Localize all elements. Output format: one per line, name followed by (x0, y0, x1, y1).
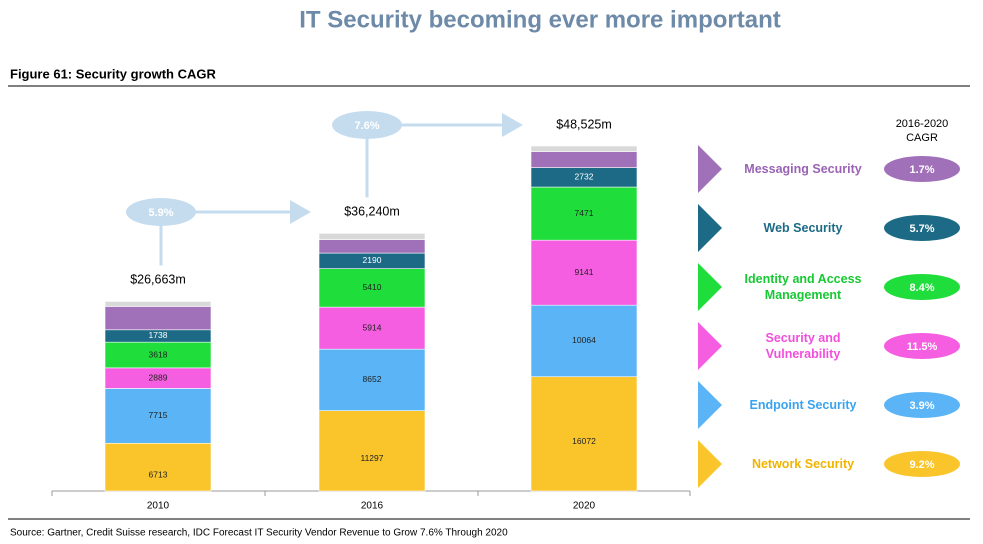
value-label: 6713 (149, 469, 168, 479)
bar-segment (530, 151, 638, 168)
legend-chevron (698, 263, 722, 311)
value-label: 2889 (149, 372, 168, 382)
legend-label: Network Security (751, 457, 855, 471)
growth-bubble (126, 198, 196, 226)
x-tick-label: 2016 (361, 501, 384, 512)
value-label: 9141 (575, 267, 594, 277)
legend-label-box: Messaging Security (744, 162, 862, 176)
cagr-label: 1.7% (909, 164, 934, 176)
value-label: 16072 (572, 436, 596, 446)
bar-segment (530, 304, 638, 378)
legend-chevron (698, 145, 722, 193)
legend-label: Endpoint Security (749, 398, 857, 412)
legend-chevron (698, 204, 722, 252)
legend-label-box: Identity and Access Management (744, 272, 862, 302)
cagr-oval (884, 156, 960, 182)
bar-segment (530, 186, 638, 241)
bar-segment (104, 388, 212, 444)
legend-chevron (698, 322, 722, 370)
cagr-label: 11.5% (907, 341, 938, 353)
bar-segment (318, 348, 426, 411)
cagr-oval (884, 274, 960, 300)
bar-segment (318, 233, 426, 240)
legend-label-box: Network Security (751, 457, 855, 471)
legend-label-box: Endpoint Security (749, 398, 857, 412)
legend-chevron (698, 381, 722, 429)
cagr-oval (884, 333, 960, 359)
value-label: 10064 (572, 335, 596, 345)
cagr-label: 3.9% (909, 400, 934, 412)
source: Source: Gartner, Credit Suisse research,… (10, 528, 508, 539)
bar-segment (318, 306, 426, 350)
total-label: $48,525m (556, 117, 612, 131)
value-label: 1738 (149, 330, 168, 340)
legend-label: Identity and Access Management (744, 272, 862, 302)
bar-segment (104, 306, 212, 331)
legend-label: Messaging Security (744, 162, 862, 176)
value-label: 8652 (363, 374, 382, 384)
bar-segment (530, 376, 638, 492)
value-label: 3618 (149, 349, 168, 359)
bar-segment (530, 145, 638, 153)
value-label: 5914 (363, 322, 382, 332)
figure-title: Figure 61: Security growth CAGR (10, 66, 216, 81)
cagr-oval (884, 451, 960, 477)
bar-segment (530, 239, 638, 306)
legend-label-box: Web Security (763, 221, 843, 235)
bar-segment (104, 301, 212, 307)
value-label: 5410 (363, 282, 382, 292)
total-label: $26,663m (130, 273, 186, 287)
value-label: 7715 (149, 410, 168, 420)
bar-segment (318, 239, 426, 254)
legend-chevron (698, 440, 722, 488)
total-label: $36,240m (344, 205, 400, 219)
legend-label-box: Security and Vulnerability (765, 331, 841, 361)
value-label: 7471 (575, 208, 594, 218)
legend-label: Security and Vulnerability (765, 331, 841, 361)
cagr-oval (884, 215, 960, 241)
legend-label: Web Security (763, 221, 843, 235)
value-label: 11297 (360, 453, 383, 463)
growth-bubble (332, 111, 402, 139)
cagr-label: 9.2% (909, 459, 934, 471)
value-label: 2190 (363, 255, 382, 265)
bar-segment (104, 341, 212, 369)
bar-segment (104, 442, 212, 492)
cagr-label: 5.7% (909, 223, 934, 235)
x-tick-label: 2020 (573, 501, 596, 512)
value-label: 2732 (575, 172, 594, 182)
cagr-label: 8.4% (909, 282, 934, 294)
page-title: IT Security becoming ever more important (299, 6, 780, 33)
cagr-oval (884, 392, 960, 418)
bar-segment (318, 410, 426, 492)
bar-segment (318, 268, 426, 308)
growth-label: 5.9% (148, 207, 173, 219)
x-tick-label: 2010 (147, 501, 170, 512)
growth-label: 7.6% (354, 120, 379, 132)
cagr-header: 2016-2020 CAGR (896, 118, 949, 144)
